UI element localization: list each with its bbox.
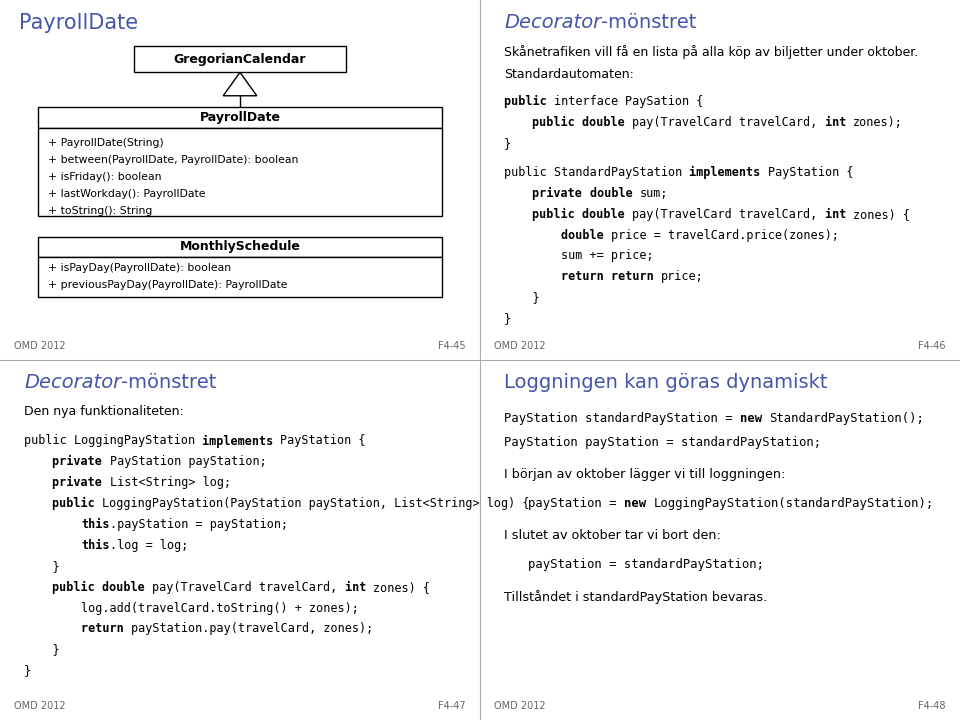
Text: public: public bbox=[504, 95, 554, 108]
Text: interface: interface bbox=[554, 95, 625, 108]
Text: }: } bbox=[24, 559, 60, 573]
Text: }: } bbox=[504, 312, 511, 325]
Text: + isPayDay(PayrollDate): boolean: + isPayDay(PayrollDate): boolean bbox=[48, 264, 231, 273]
Text: log.add(travelCard.toString() + zones);: log.add(travelCard.toString() + zones); bbox=[24, 601, 359, 615]
Text: GregorianCalendar: GregorianCalendar bbox=[174, 53, 306, 66]
Text: int: int bbox=[825, 116, 853, 129]
Text: List<String> log;: List<String> log; bbox=[109, 476, 230, 490]
Text: public: public bbox=[53, 497, 103, 510]
Text: zones) {: zones) { bbox=[373, 580, 430, 594]
Text: PayStation payStation = standardPayStation;: PayStation payStation = standardPayStati… bbox=[504, 436, 821, 449]
Text: int: int bbox=[825, 207, 853, 220]
Text: return: return bbox=[611, 270, 660, 283]
Text: int: int bbox=[345, 580, 373, 594]
Text: F4-47: F4-47 bbox=[438, 701, 466, 711]
Text: return: return bbox=[81, 622, 131, 636]
Text: implements: implements bbox=[203, 434, 280, 448]
Text: public: public bbox=[533, 207, 583, 221]
Text: PayStation {: PayStation { bbox=[280, 434, 366, 448]
Text: PayStation {: PayStation { bbox=[768, 166, 853, 179]
Text: OMD 2012: OMD 2012 bbox=[14, 341, 66, 351]
FancyBboxPatch shape bbox=[38, 127, 442, 216]
Text: PaySation {: PaySation { bbox=[625, 95, 704, 108]
Text: Decorator: Decorator bbox=[504, 12, 601, 32]
Text: I början av oktober lägger vi till loggningen:: I början av oktober lägger vi till loggn… bbox=[504, 468, 785, 481]
Text: I slutet av oktober tar vi bort den:: I slutet av oktober tar vi bort den: bbox=[504, 529, 721, 542]
Text: LoggingPayStation: LoggingPayStation bbox=[74, 434, 203, 448]
Text: payStation =: payStation = bbox=[528, 497, 624, 510]
Text: return: return bbox=[561, 270, 611, 283]
Text: public: public bbox=[533, 116, 583, 129]
Text: OMD 2012: OMD 2012 bbox=[494, 701, 546, 711]
Text: PayrollDate: PayrollDate bbox=[200, 111, 280, 124]
Text: double: double bbox=[583, 207, 633, 220]
Text: public: public bbox=[53, 580, 103, 594]
Text: this: this bbox=[81, 518, 109, 531]
Text: Standardautomaten:: Standardautomaten: bbox=[504, 68, 634, 81]
Text: -mönstret: -mönstret bbox=[121, 373, 217, 392]
Text: private: private bbox=[53, 476, 109, 490]
Text: Den nya funktionaliteten:: Den nya funktionaliteten: bbox=[24, 405, 183, 418]
Text: private: private bbox=[53, 455, 109, 469]
Text: double: double bbox=[561, 228, 611, 241]
Text: }: } bbox=[504, 137, 511, 150]
Text: price;: price; bbox=[660, 270, 704, 283]
Text: }: } bbox=[24, 664, 31, 678]
Text: }: } bbox=[504, 291, 540, 304]
Text: sum;: sum; bbox=[639, 186, 668, 199]
Text: public: public bbox=[504, 166, 554, 179]
Text: OMD 2012: OMD 2012 bbox=[14, 701, 66, 711]
Text: zones);: zones); bbox=[853, 116, 903, 129]
Text: F4-48: F4-48 bbox=[918, 701, 946, 711]
Text: new: new bbox=[740, 412, 770, 426]
Text: PayStation standardPayStation =: PayStation standardPayStation = bbox=[504, 412, 740, 426]
Text: F4-45: F4-45 bbox=[438, 341, 466, 351]
Text: payStation = standardPayStation;: payStation = standardPayStation; bbox=[528, 558, 764, 571]
Text: OMD 2012: OMD 2012 bbox=[494, 341, 546, 351]
Text: double: double bbox=[103, 580, 153, 594]
FancyBboxPatch shape bbox=[38, 257, 442, 297]
Text: .log = log;: .log = log; bbox=[109, 539, 188, 552]
Text: pay(TravelCard travelCard,: pay(TravelCard travelCard, bbox=[633, 207, 825, 220]
Text: pay(TravelCard travelCard,: pay(TravelCard travelCard, bbox=[153, 580, 345, 594]
Text: Skånetrafiken vill få en lista på alla köp av biljetter under oktober.: Skånetrafiken vill få en lista på alla k… bbox=[504, 45, 919, 59]
Text: this: this bbox=[81, 539, 109, 552]
Text: -mönstret: -mönstret bbox=[601, 12, 697, 32]
Text: private: private bbox=[533, 186, 589, 200]
Text: Decorator: Decorator bbox=[24, 373, 121, 392]
Text: public: public bbox=[24, 434, 74, 448]
Text: Loggningen kan göras dynamiskt: Loggningen kan göras dynamiskt bbox=[504, 373, 828, 392]
Text: sum += price;: sum += price; bbox=[504, 249, 654, 262]
Text: + lastWorkday(): PayrollDate: + lastWorkday(): PayrollDate bbox=[48, 189, 205, 199]
Text: .payStation = payStation;: .payStation = payStation; bbox=[109, 518, 288, 531]
Text: }: } bbox=[24, 643, 60, 657]
Text: zones) {: zones) { bbox=[853, 207, 910, 220]
Text: new: new bbox=[624, 497, 654, 510]
Text: pay(TravelCard travelCard,: pay(TravelCard travelCard, bbox=[633, 116, 825, 129]
Text: F4-46: F4-46 bbox=[918, 341, 946, 351]
Text: Tillståndet i standardPayStation bevaras.: Tillståndet i standardPayStation bevaras… bbox=[504, 590, 767, 604]
Text: LoggingPayStation(PayStation payStation, List<String> log) {: LoggingPayStation(PayStation payStation,… bbox=[103, 497, 530, 510]
Text: PayStation payStation;: PayStation payStation; bbox=[109, 455, 266, 469]
Text: double: double bbox=[583, 116, 633, 129]
FancyBboxPatch shape bbox=[134, 46, 346, 73]
Polygon shape bbox=[223, 73, 257, 96]
Text: + isFriday(): boolean: + isFriday(): boolean bbox=[48, 172, 161, 181]
Text: StandardPayStation: StandardPayStation bbox=[554, 166, 689, 179]
Text: implements: implements bbox=[689, 166, 768, 179]
FancyBboxPatch shape bbox=[38, 107, 442, 127]
Text: payStation.pay(travelCard, zones);: payStation.pay(travelCard, zones); bbox=[131, 622, 373, 636]
Text: + between(PayrollDate, PayrollDate): boolean: + between(PayrollDate, PayrollDate): boo… bbox=[48, 155, 299, 165]
Text: + PayrollDate(String): + PayrollDate(String) bbox=[48, 138, 164, 148]
Text: + toString(): String: + toString(): String bbox=[48, 206, 153, 215]
Text: MonthlySchedule: MonthlySchedule bbox=[180, 240, 300, 253]
Text: + previousPayDay(PayrollDate): PayrollDate: + previousPayDay(PayrollDate): PayrollDa… bbox=[48, 280, 287, 290]
Text: StandardPayStation();: StandardPayStation(); bbox=[770, 412, 924, 426]
Text: double: double bbox=[589, 186, 639, 199]
Text: PayrollDate: PayrollDate bbox=[19, 12, 138, 32]
Text: price = travelCard.price(zones);: price = travelCard.price(zones); bbox=[611, 228, 839, 241]
Text: LoggingPayStation(standardPayStation);: LoggingPayStation(standardPayStation); bbox=[654, 497, 934, 510]
FancyBboxPatch shape bbox=[38, 236, 442, 257]
